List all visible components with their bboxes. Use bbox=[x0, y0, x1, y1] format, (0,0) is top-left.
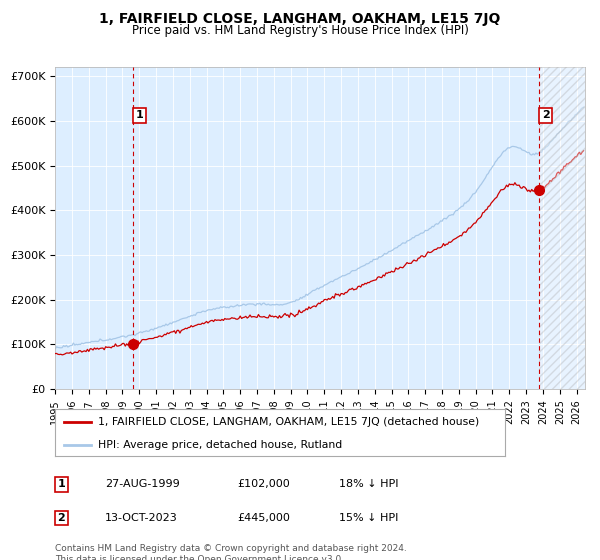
Text: 13-OCT-2023: 13-OCT-2023 bbox=[105, 513, 178, 523]
Text: 1, FAIRFIELD CLOSE, LANGHAM, OAKHAM, LE15 7JQ: 1, FAIRFIELD CLOSE, LANGHAM, OAKHAM, LE1… bbox=[100, 12, 500, 26]
Text: HPI: Average price, detached house, Rutland: HPI: Average price, detached house, Rutl… bbox=[98, 440, 342, 450]
Bar bbox=[539, 67, 585, 389]
Text: 1: 1 bbox=[136, 110, 143, 120]
Text: 15% ↓ HPI: 15% ↓ HPI bbox=[339, 513, 398, 523]
Text: Price paid vs. HM Land Registry's House Price Index (HPI): Price paid vs. HM Land Registry's House … bbox=[131, 24, 469, 36]
Text: 2: 2 bbox=[58, 513, 65, 523]
Text: 18% ↓ HPI: 18% ↓ HPI bbox=[339, 479, 398, 489]
Text: 2: 2 bbox=[542, 110, 550, 120]
Text: 1: 1 bbox=[58, 479, 65, 489]
Text: £445,000: £445,000 bbox=[237, 513, 290, 523]
Text: £102,000: £102,000 bbox=[237, 479, 290, 489]
Text: 27-AUG-1999: 27-AUG-1999 bbox=[105, 479, 180, 489]
Text: Contains HM Land Registry data © Crown copyright and database right 2024.
This d: Contains HM Land Registry data © Crown c… bbox=[55, 544, 407, 560]
Text: 1, FAIRFIELD CLOSE, LANGHAM, OAKHAM, LE15 7JQ (detached house): 1, FAIRFIELD CLOSE, LANGHAM, OAKHAM, LE1… bbox=[98, 417, 479, 427]
